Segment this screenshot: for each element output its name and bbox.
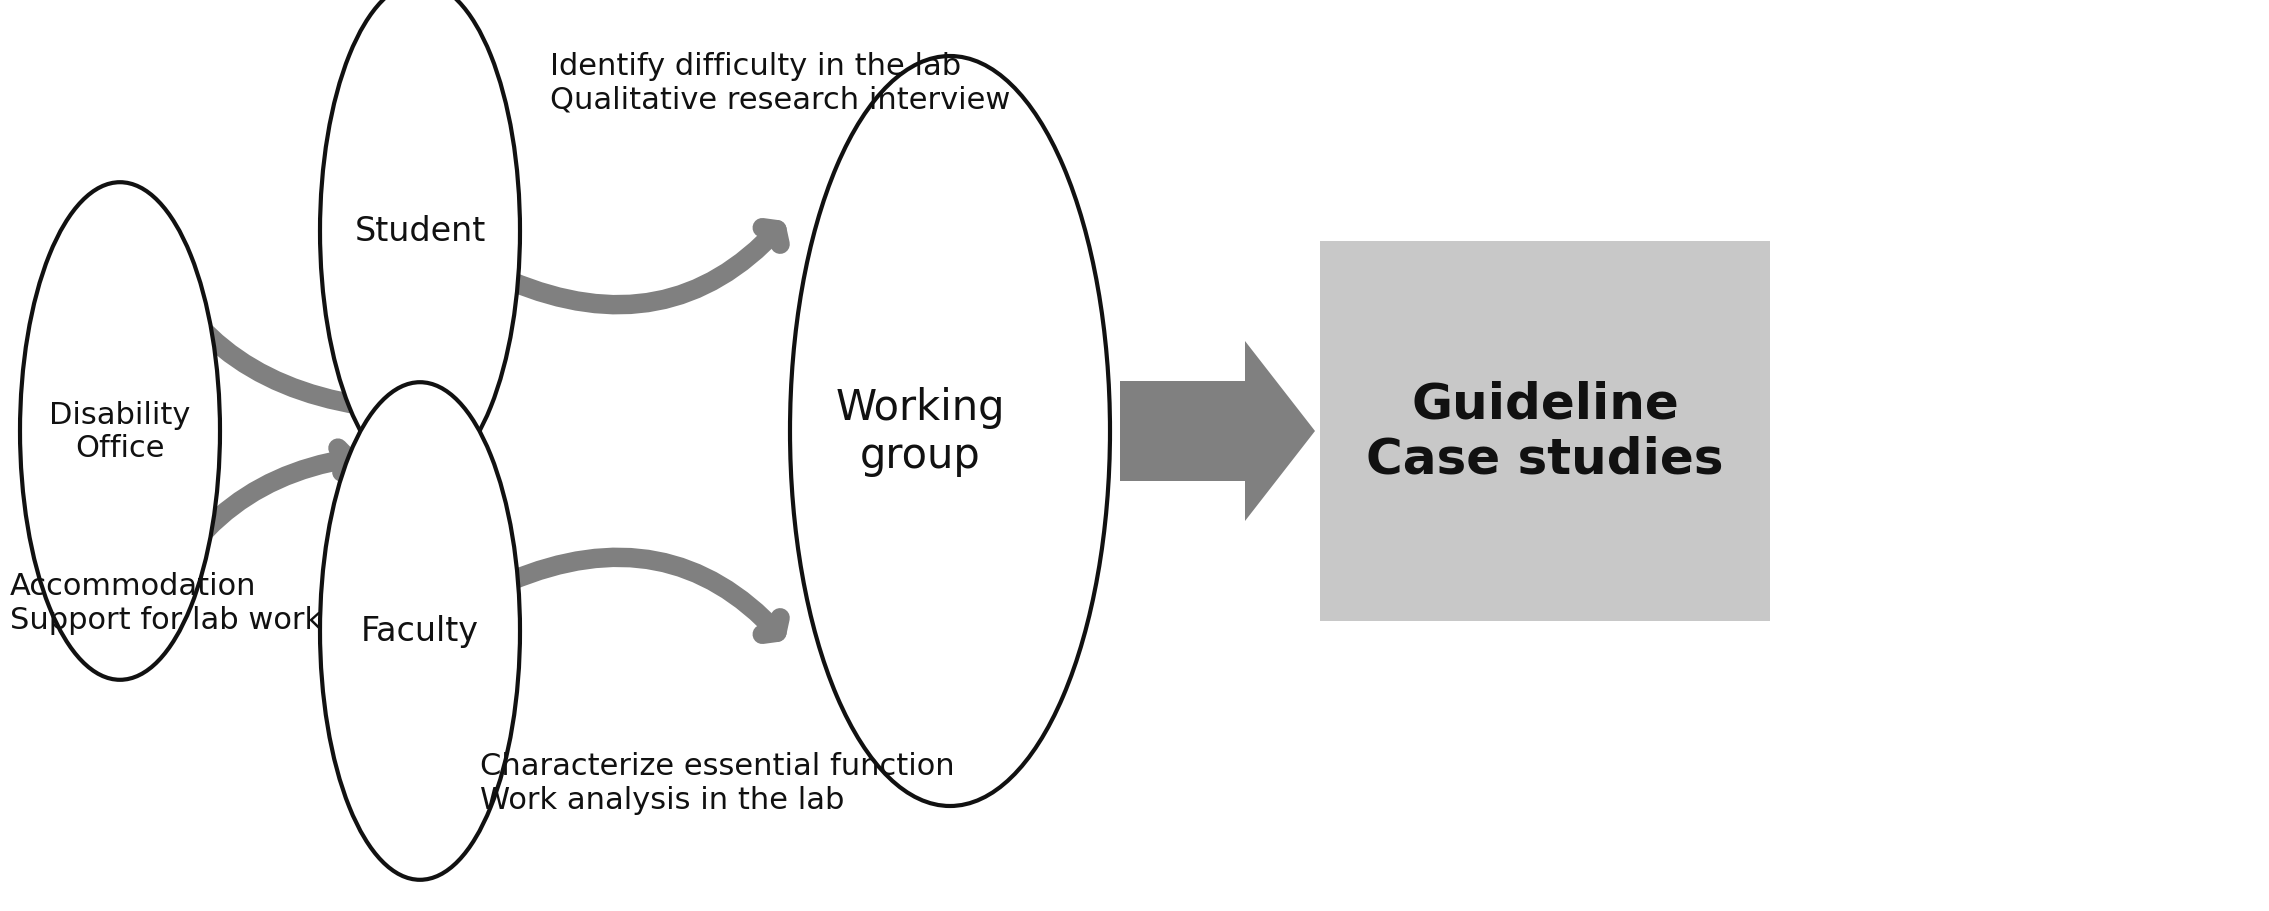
FancyArrowPatch shape	[141, 448, 347, 643]
FancyBboxPatch shape	[1321, 241, 1770, 621]
FancyArrowPatch shape	[511, 229, 781, 305]
Text: Faculty: Faculty	[361, 615, 479, 648]
FancyArrowPatch shape	[136, 231, 361, 405]
FancyArrowPatch shape	[442, 407, 465, 444]
Ellipse shape	[320, 383, 520, 880]
Text: Characterize essential function
Work analysis in the lab: Characterize essential function Work ana…	[481, 752, 955, 814]
Polygon shape	[1121, 342, 1316, 521]
Ellipse shape	[790, 56, 1110, 806]
Text: Guideline
Case studies: Guideline Case studies	[1366, 380, 1724, 483]
Ellipse shape	[20, 183, 220, 680]
FancyArrowPatch shape	[511, 558, 781, 635]
Text: Identify difficulty in the lab
Qualitative research interview: Identify difficulty in the lab Qualitati…	[549, 52, 1010, 115]
Text: Working
group: Working group	[835, 386, 1005, 476]
Text: Student: Student	[354, 215, 486, 248]
Text: Accommodation
Support for lab work: Accommodation Support for lab work	[9, 571, 322, 634]
Ellipse shape	[320, 0, 520, 480]
Text: Disability
Office: Disability Office	[50, 400, 191, 463]
